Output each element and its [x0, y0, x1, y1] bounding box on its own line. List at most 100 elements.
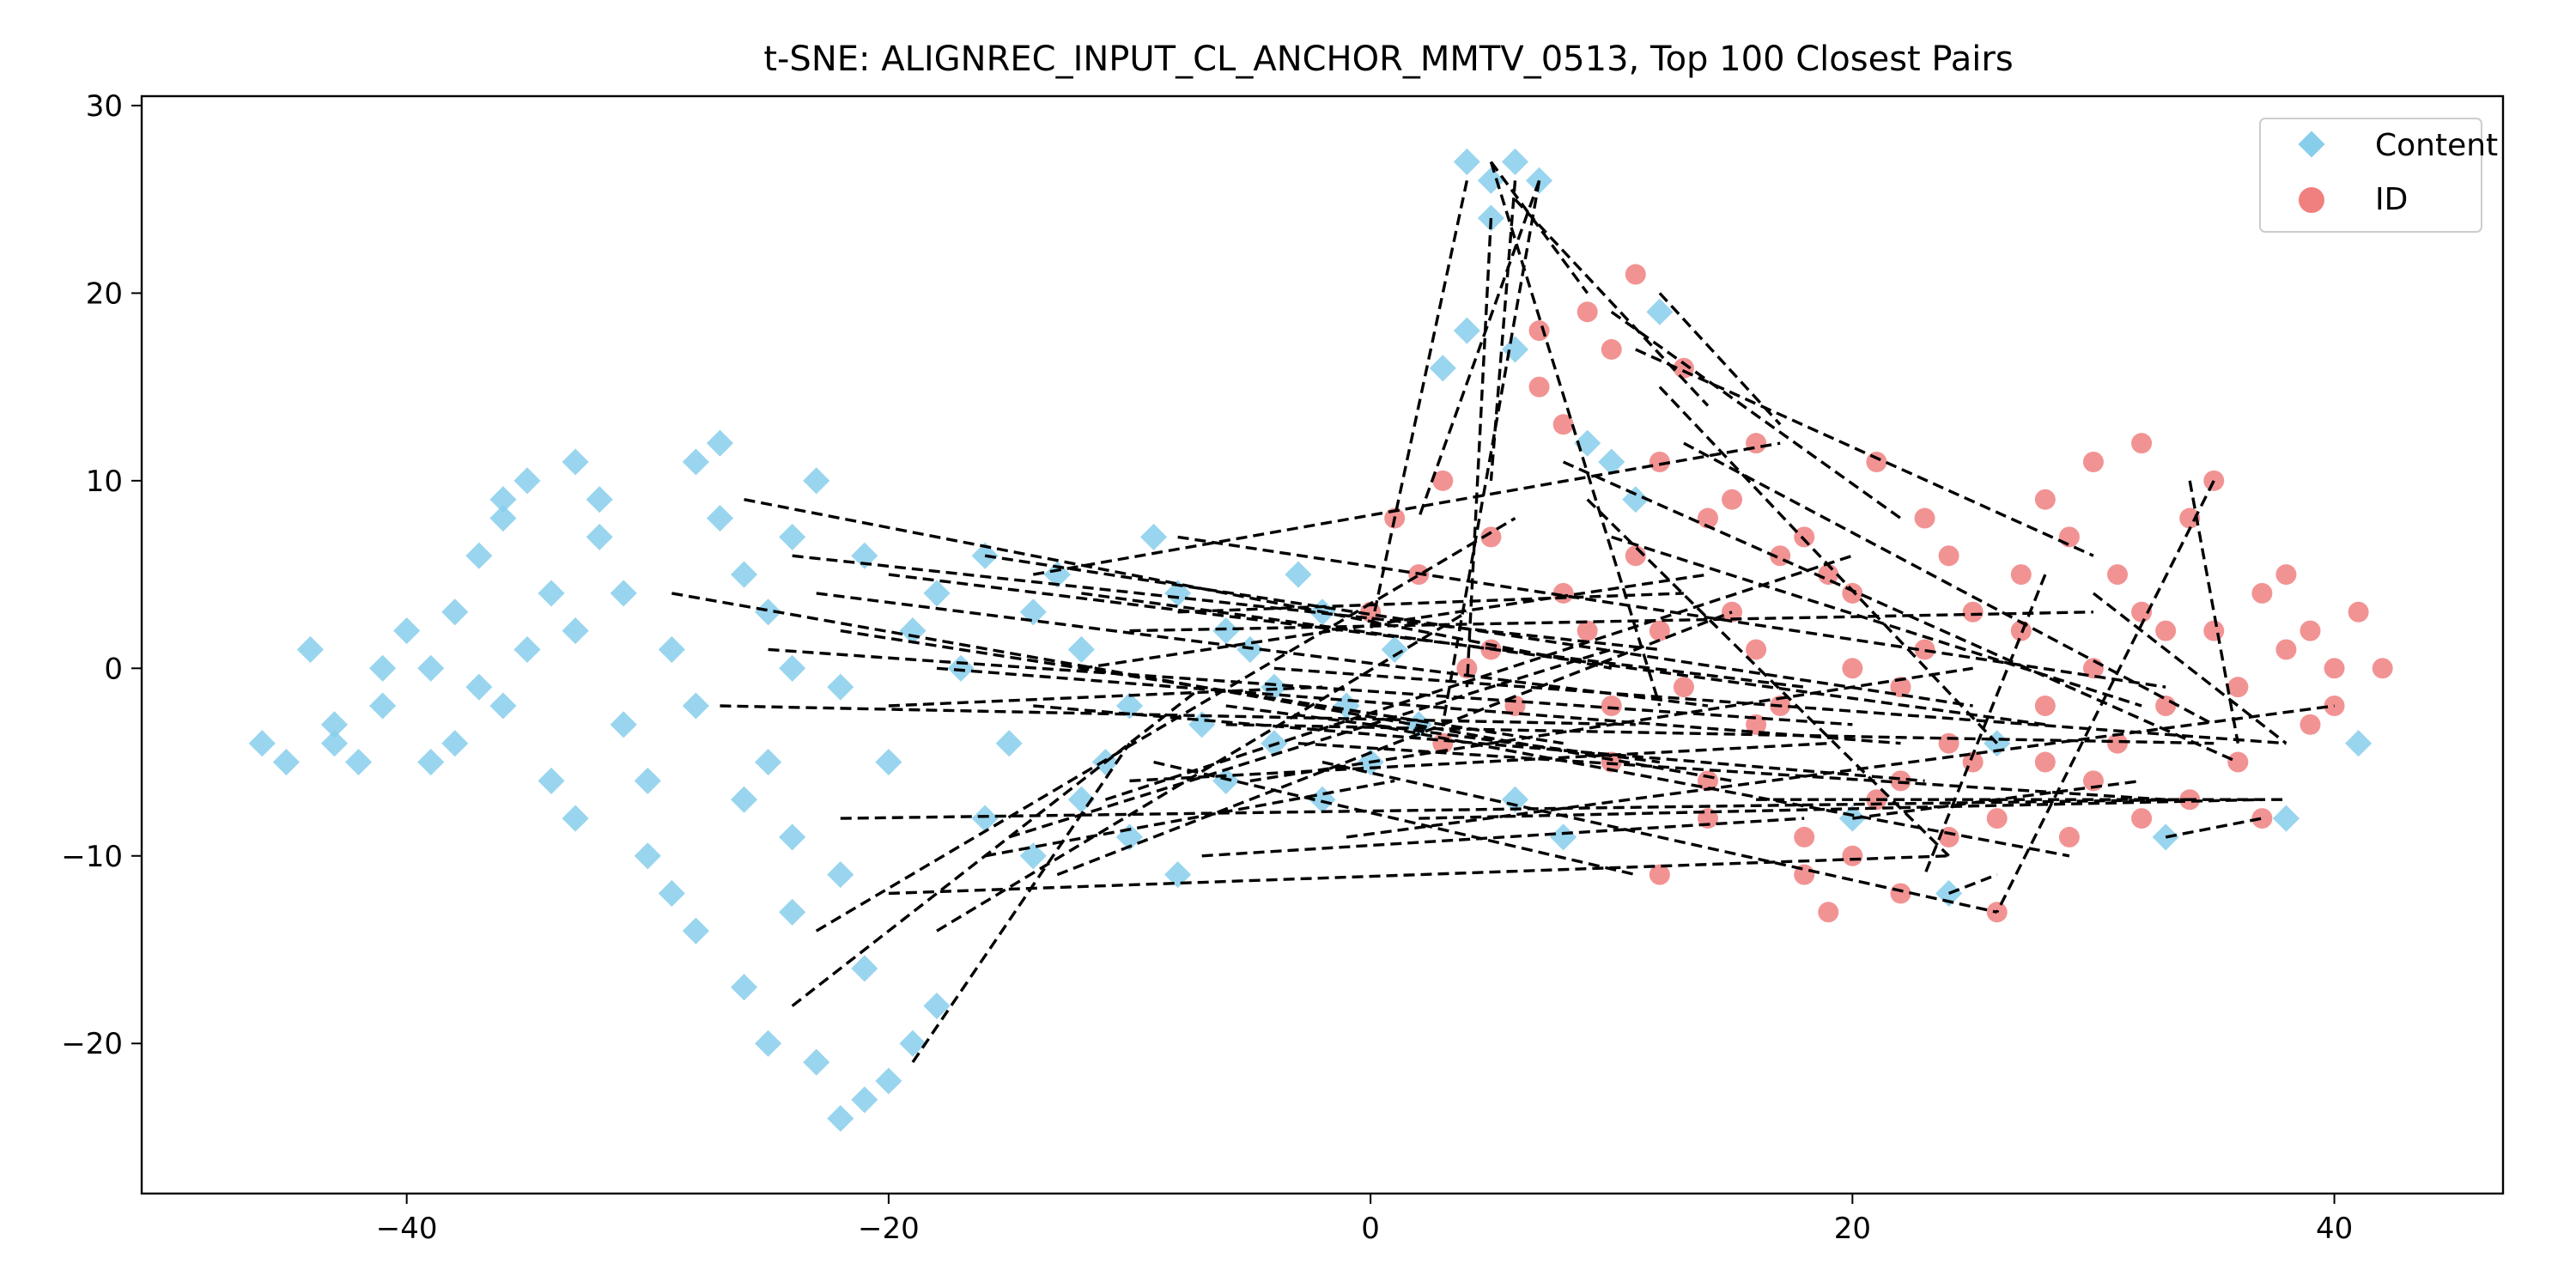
- id-point: [1914, 507, 1935, 529]
- id-point: [1890, 770, 1911, 792]
- axis-ticks: −40 −20 0 20 40 −20 −10 0 10 20 30: [61, 89, 2353, 1246]
- pair-line: [1153, 760, 1637, 877]
- content-point: [779, 898, 806, 926]
- content-point: [513, 467, 541, 495]
- content-point: [706, 429, 734, 457]
- id-point: [2034, 489, 2056, 510]
- content-point: [610, 580, 637, 607]
- pair-line: [1104, 554, 1853, 801]
- content-point: [1067, 635, 1095, 664]
- pair-line: [815, 517, 1516, 933]
- id-point: [1746, 639, 1767, 660]
- content-point: [658, 879, 685, 908]
- id-point: [1697, 770, 1718, 792]
- id-point: [2300, 620, 2321, 641]
- content-point: [586, 486, 613, 513]
- content-point: [755, 1030, 782, 1057]
- id-point: [1746, 433, 1767, 454]
- id-point: [2131, 601, 2153, 623]
- pair-line: [1562, 460, 2239, 764]
- y-tick-label: 30: [86, 89, 123, 124]
- id-point: [1649, 620, 1670, 641]
- pair-line: [744, 498, 1613, 670]
- pair-line: [1417, 179, 1541, 519]
- pair-line: [1490, 161, 1589, 295]
- id-point: [2275, 564, 2297, 586]
- content-point: [1477, 167, 1504, 194]
- id-point: [2107, 564, 2129, 586]
- id-point: [2034, 751, 2056, 773]
- content-point: [344, 748, 373, 776]
- pair-line: [792, 554, 1661, 652]
- id-point: [1673, 677, 1694, 698]
- id-point: [2179, 507, 2201, 529]
- pair-line: [1369, 179, 1469, 631]
- content-point: [803, 1048, 830, 1076]
- content-point: [393, 617, 421, 645]
- id-point: [1842, 845, 1863, 866]
- id-point: [1552, 414, 1574, 435]
- id-point: [1649, 452, 1670, 472]
- content-point: [272, 748, 300, 776]
- id-point: [2251, 582, 2273, 604]
- content-point: [755, 748, 782, 776]
- legend-id-marker: [2299, 187, 2324, 213]
- y-tick-label: 20: [86, 276, 123, 311]
- id-point: [1890, 677, 1911, 698]
- id-point: [1649, 864, 1670, 885]
- content-point: [851, 955, 878, 982]
- content-point: [682, 917, 709, 945]
- pair-line: [1346, 704, 2335, 839]
- pair-line: [1321, 760, 1998, 914]
- pair-line: [984, 779, 1395, 858]
- content-point: [320, 711, 349, 738]
- pair-line: [1297, 741, 2166, 801]
- pair-line: [1610, 310, 1902, 519]
- pair-lines: [671, 161, 2335, 1064]
- id-point: [1986, 808, 2008, 829]
- content-point: [779, 523, 806, 550]
- x-tick-label: 0: [1361, 1212, 1380, 1246]
- id-point: [1842, 582, 1863, 604]
- y-tick-label: −20: [61, 1027, 123, 1061]
- pair-line: [1129, 741, 1829, 783]
- content-point: [779, 823, 806, 851]
- id-point: [1794, 826, 1815, 848]
- id-point: [2227, 677, 2249, 698]
- pair-line: [1586, 498, 1950, 857]
- content-point: [1550, 823, 1577, 851]
- id-point: [2324, 658, 2345, 679]
- id-point: [2107, 732, 2129, 754]
- id-point: [1938, 826, 1959, 848]
- content-point: [441, 730, 469, 757]
- content-point: [441, 598, 469, 626]
- id-point: [1697, 507, 1718, 529]
- x-tick-label: 20: [1834, 1212, 1871, 1246]
- id-point: [1890, 883, 1911, 904]
- content-point: [875, 1067, 902, 1095]
- id-point: [2058, 526, 2080, 548]
- pair-line: [1514, 197, 1710, 407]
- pair-line: [1611, 535, 2142, 708]
- content-point: [417, 748, 445, 776]
- id-point: [1601, 751, 1622, 773]
- content-point: [2345, 730, 2372, 757]
- content-point: [1285, 561, 1312, 588]
- content-point: [1140, 523, 1168, 550]
- id-point: [1528, 320, 1550, 342]
- legend-content-marker: [2298, 131, 2325, 158]
- pair-line: [1032, 441, 1781, 576]
- content-point: [538, 767, 565, 794]
- id-point: [2203, 620, 2225, 641]
- content-point: [923, 992, 951, 1020]
- pair-line: [1419, 798, 2263, 820]
- x-tick-label: −20: [858, 1212, 920, 1246]
- content-point: [489, 692, 517, 720]
- pair-line: [936, 611, 1468, 933]
- pair-line: [1465, 217, 1493, 688]
- pair-line: [1923, 574, 2047, 876]
- chart-title: t-SNE: ALIGNREC_INPUT_CL_ANCHOR_MMTV_051…: [763, 39, 2013, 79]
- content-point: [827, 861, 854, 889]
- content-point: [779, 654, 806, 682]
- content-point: [586, 523, 613, 550]
